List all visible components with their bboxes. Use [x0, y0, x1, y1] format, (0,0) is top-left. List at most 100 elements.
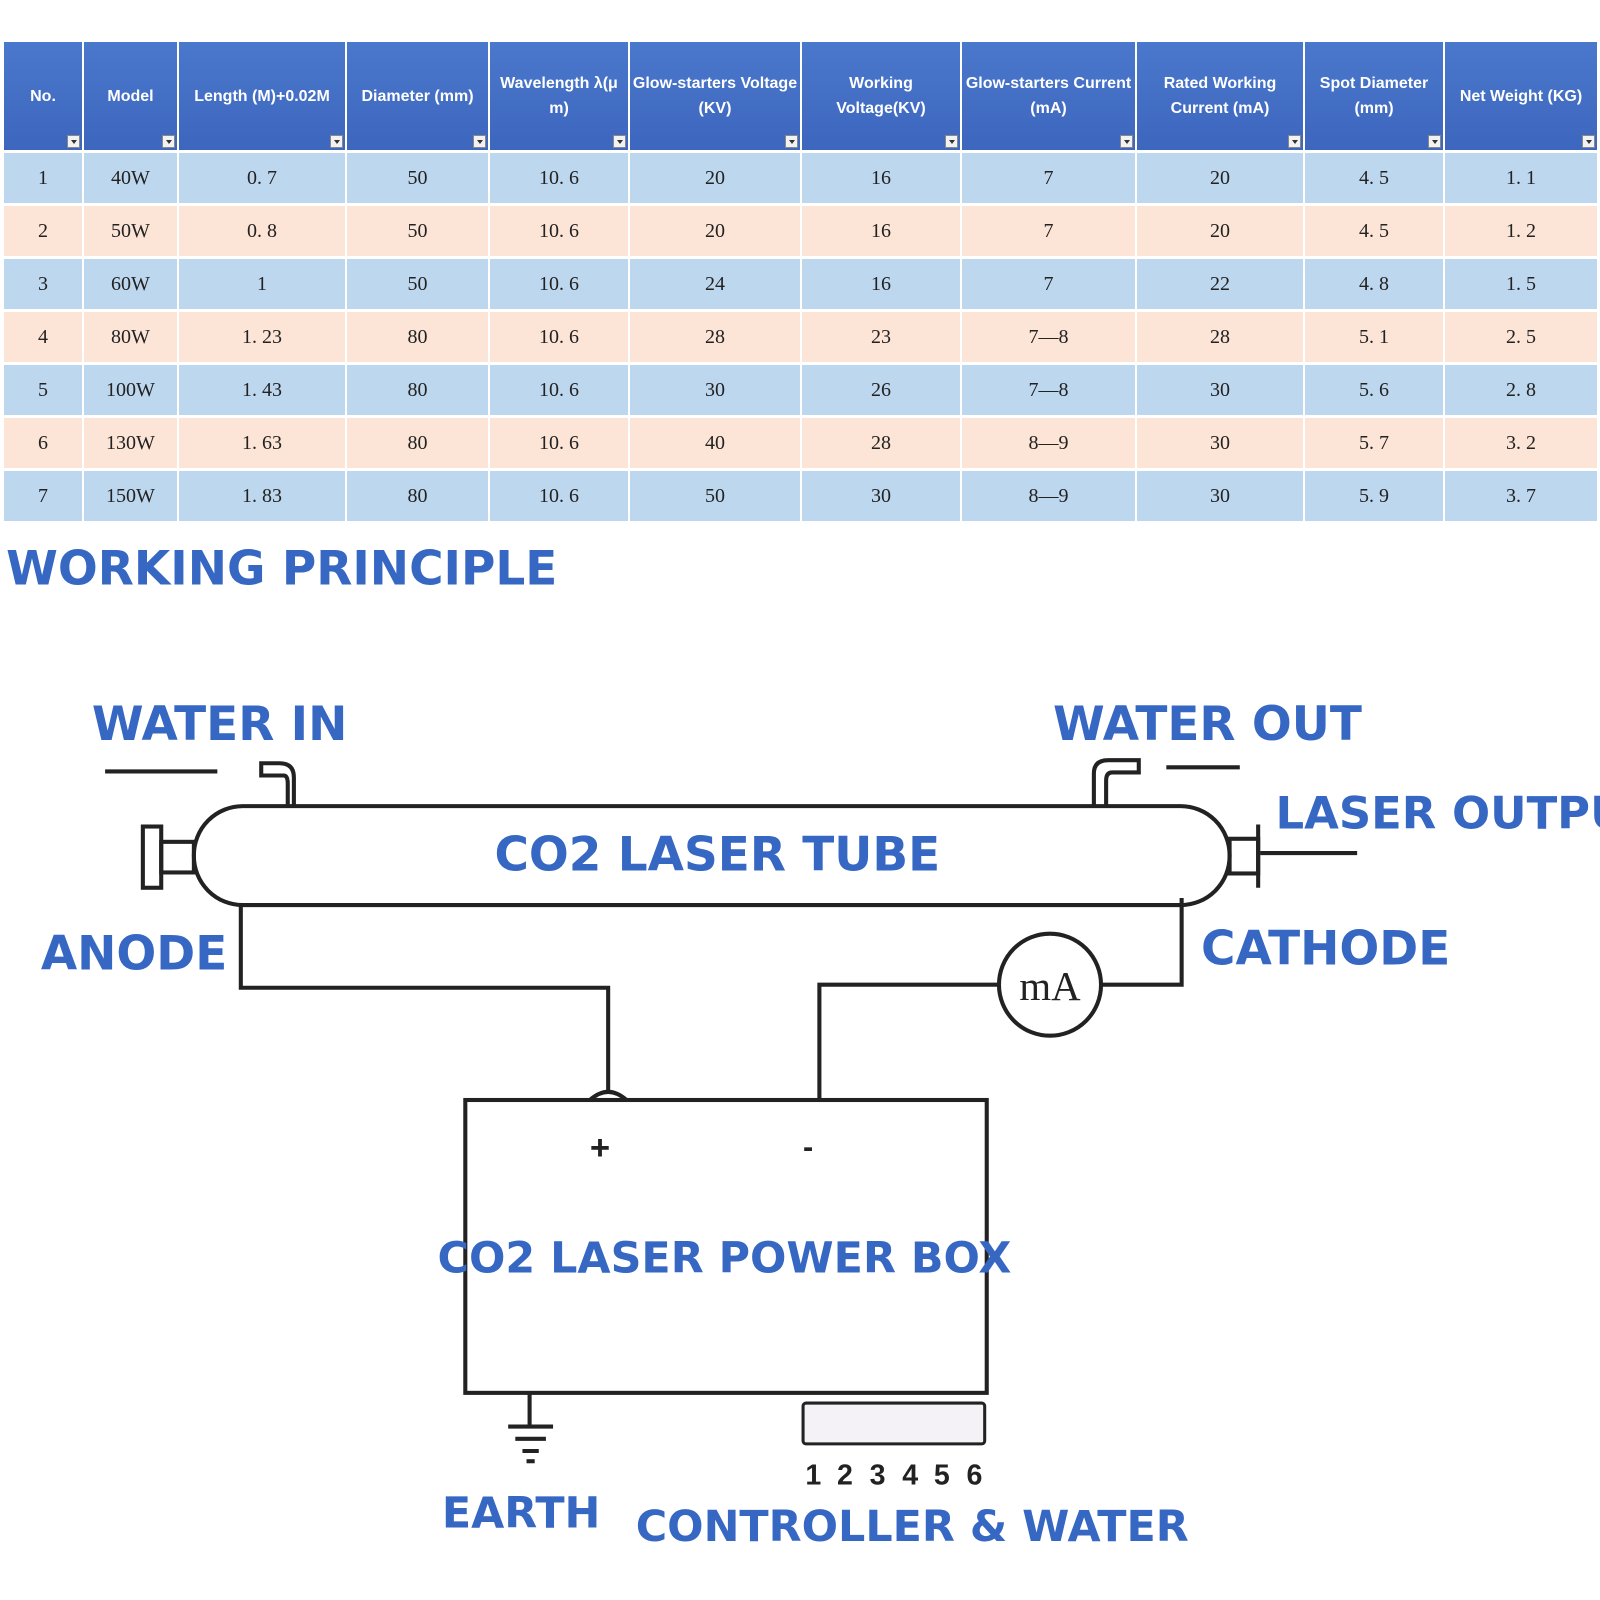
terminal-1: 1	[805, 1460, 821, 1492]
table-cell: 2	[4, 203, 84, 258]
terminal-3: 3	[870, 1460, 886, 1492]
table-cell: 40	[629, 415, 802, 470]
water-out-label: WATER OUT	[1053, 697, 1362, 752]
table-cell: 1. 23	[178, 309, 347, 364]
column-header-label: Wavelength λ(μ m)	[500, 75, 618, 117]
table-cell: 60W	[83, 256, 179, 311]
column-header: Length (M)+0.02M	[178, 42, 347, 152]
table-cell: 7—8	[961, 362, 1137, 417]
column-header: Rated Working Current (mA)	[1136, 42, 1305, 152]
table-cell: 5. 1	[1304, 309, 1445, 364]
table-cell: 50	[346, 150, 490, 205]
table-cell: 10. 6	[489, 362, 630, 417]
filter-dropdown-icon[interactable]	[162, 135, 175, 148]
terminal-6: 6	[967, 1460, 983, 1492]
table-body: 1 40W 0. 7 50 10. 6 20 16 7 20 4. 5 1. 1 2 50W 0. 8 50…	[4, 150, 1599, 521]
filter-dropdown-icon[interactable]	[1582, 135, 1595, 148]
filter-dropdown-icon[interactable]	[67, 135, 80, 148]
table-cell: 5. 6	[1304, 362, 1445, 417]
table-cell: 50	[346, 256, 490, 311]
table-cell: 30	[1136, 468, 1305, 521]
terminal-2: 2	[837, 1460, 853, 1492]
table-cell: 50W	[83, 203, 179, 258]
table-cell: 8—9	[961, 415, 1137, 470]
column-header-label: Diameter (mm)	[361, 87, 474, 105]
table-cell: 16	[801, 256, 962, 311]
table-cell: 3	[4, 256, 84, 311]
table-cell: 23	[801, 309, 962, 364]
table-cell: 10. 6	[489, 468, 630, 521]
table-cell: 28	[801, 415, 962, 470]
table-cell: 4. 8	[1304, 256, 1445, 311]
cathode-cap	[1227, 836, 1261, 876]
table-cell: 30	[629, 362, 802, 417]
table-cell: 7	[961, 256, 1137, 311]
anode-flange	[140, 824, 164, 890]
earth-icon	[508, 1392, 554, 1464]
table-cell: 1. 1	[1444, 150, 1599, 205]
filter-dropdown-icon[interactable]	[1120, 135, 1133, 148]
column-header: Wavelength λ(μ m)	[489, 42, 630, 152]
table-cell: 10. 6	[489, 256, 630, 311]
table-cell: 1. 63	[178, 415, 347, 470]
table-cell: 10. 6	[489, 415, 630, 470]
table-cell: 80	[346, 362, 490, 417]
table-row: 3 60W 1 50 10. 6 24 16 7 22 4. 8 1. 5	[4, 256, 1599, 311]
filter-dropdown-icon[interactable]	[613, 135, 626, 148]
milliamp-meter	[996, 931, 1104, 1038]
terminal-5: 5	[934, 1460, 950, 1492]
table-cell: 150W	[83, 468, 179, 521]
table-cell: 50	[346, 203, 490, 258]
table-cell: 80W	[83, 309, 179, 364]
table-cell: 7—8	[961, 309, 1137, 364]
table-cell: 1	[178, 256, 347, 311]
column-header-label: Glow-starters Current (mA)	[965, 75, 1132, 117]
filter-dropdown-icon[interactable]	[945, 135, 958, 148]
table-cell: 80	[346, 415, 490, 470]
earth-label: EARTH	[442, 1489, 601, 1539]
table-row: 2 50W 0. 8 50 10. 6 20 16 7 20 4. 5 1. 2	[4, 203, 1599, 258]
table-cell: 28	[629, 309, 802, 364]
table-cell: 4. 5	[1304, 150, 1445, 205]
table-cell: 5	[4, 362, 84, 417]
filter-dropdown-icon[interactable]	[330, 135, 343, 148]
column-header-label: Model	[107, 87, 154, 105]
filter-dropdown-icon[interactable]	[785, 135, 798, 148]
table-cell: 1. 5	[1444, 256, 1599, 311]
table-cell: 24	[629, 256, 802, 311]
filter-dropdown-icon[interactable]	[1428, 135, 1441, 148]
negative-wire	[817, 982, 999, 1100]
table-header-row: No. Model Length (M)+0.02M Diameter (mm) Wav…	[4, 42, 1599, 152]
table-cell: 1. 43	[178, 362, 347, 417]
anode-label: ANODE	[41, 926, 227, 981]
table-cell: 40W	[83, 150, 179, 205]
table-cell: 6	[4, 415, 84, 470]
filter-dropdown-icon[interactable]	[473, 135, 486, 148]
table-cell: 28	[1136, 309, 1305, 364]
table-cell: 0. 7	[178, 150, 347, 205]
table-cell: 22	[1136, 256, 1305, 311]
table-cell: 130W	[83, 415, 179, 470]
table-row: 1 40W 0. 7 50 10. 6 20 16 7 20 4. 5 1. 1	[4, 150, 1599, 205]
laser-output-label: LASER OUTPUT	[1276, 787, 1600, 840]
terminal-4: 4	[902, 1460, 918, 1492]
table-cell: 4. 5	[1304, 203, 1445, 258]
table-cell: 7	[961, 203, 1137, 258]
column-header-label: Length (M)+0.02M	[194, 87, 330, 105]
table-cell: 5. 7	[1304, 415, 1445, 470]
power-box	[463, 1097, 989, 1395]
section-title: WORKING PRINCIPLE	[6, 542, 557, 597]
table-cell: 7	[961, 150, 1137, 205]
filter-dropdown-icon[interactable]	[1288, 135, 1301, 148]
column-header-label: Net Weight (KG)	[1459, 87, 1583, 105]
column-header: Model	[83, 42, 179, 152]
water-in-pipe	[259, 761, 296, 807]
table-cell: 1. 83	[178, 468, 347, 521]
table-cell: 30	[801, 468, 962, 521]
table-cell: 10. 6	[489, 309, 630, 364]
power-box-label: CO2 LASER POWER BOX	[438, 1233, 1012, 1283]
table-cell: 3. 7	[1444, 468, 1599, 521]
table-row: 7 150W 1. 83 80 10. 6 50 30 8—9 30 5. 9 3. 7	[4, 468, 1599, 521]
column-header: No.	[4, 42, 84, 152]
